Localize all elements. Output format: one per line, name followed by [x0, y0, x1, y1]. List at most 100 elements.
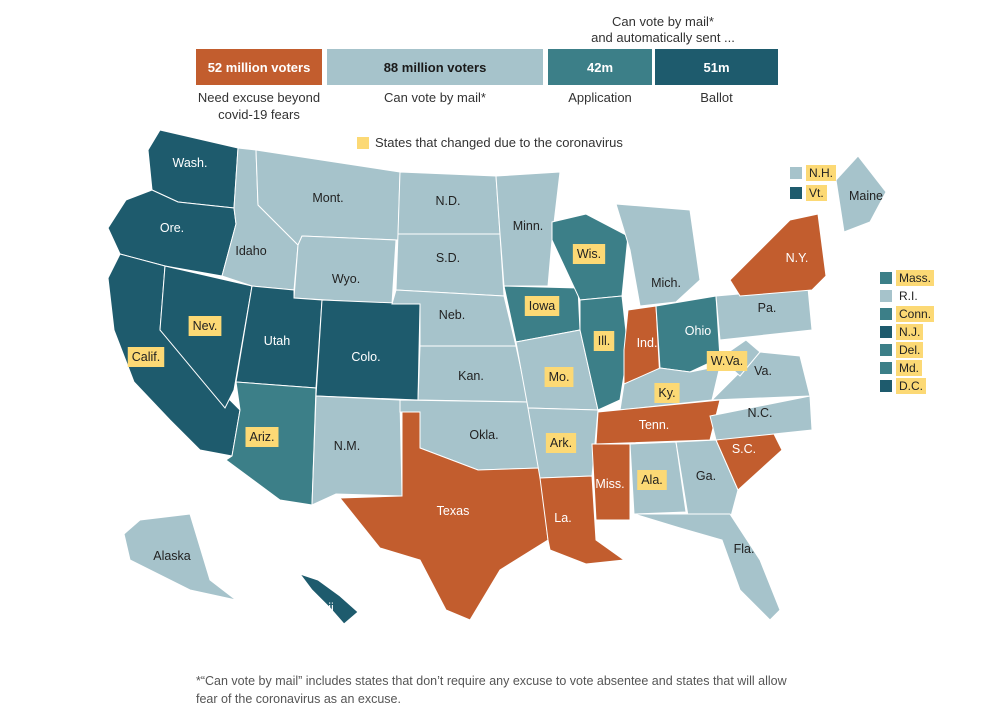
- state-hawaii: [298, 573, 359, 625]
- small-state-swatch-ri: [880, 290, 892, 302]
- changed-box-wva: [706, 351, 748, 371]
- label-ballot: Ballot: [655, 89, 778, 106]
- state-label-wis: Wis.: [577, 247, 601, 261]
- state-label-colo: Colo.: [351, 350, 380, 364]
- state-ill: [579, 295, 629, 411]
- state-label-nc: N.C.: [748, 406, 773, 420]
- state-ohio: [655, 295, 721, 373]
- state-label-ariz: Ariz.: [250, 430, 275, 444]
- state-label-ky: Ky.: [658, 386, 675, 400]
- changed-legend-text: States that changed due to the coronavir…: [375, 135, 623, 150]
- state-ny: [729, 213, 827, 297]
- state-label-fla: Fla.: [734, 542, 755, 556]
- state-nm: [311, 395, 403, 506]
- state-sd: [395, 233, 505, 297]
- changed-box-ky: [654, 383, 680, 403]
- state-label-ill: Ill.: [598, 334, 611, 348]
- state-label-ore: Ore.: [160, 221, 184, 235]
- small-state-swatch-md: [880, 362, 892, 374]
- state-label-texas: Texas: [437, 504, 470, 518]
- small-state-label-conn: Conn.: [896, 306, 935, 322]
- state-label-mo: Mo.: [549, 370, 570, 384]
- changed-box-ariz: [245, 427, 279, 447]
- state-labels: Wash. Ore. Calif. Nev. Idaho Mont. Wyo. Utah Col…: [127, 156, 883, 615]
- state-label-tenn: Tenn.: [639, 418, 670, 432]
- state-label-calif: Calif.: [132, 350, 160, 364]
- small-state-dc: D.C.: [880, 378, 926, 394]
- state-label-idaho: Idaho: [235, 244, 266, 258]
- small-state-label-dc: D.C.: [896, 378, 926, 394]
- state-label-hawaii: Hawaii: [296, 601, 334, 615]
- state-label-pa: Pa.: [758, 301, 777, 315]
- state-label-alaska: Alaska: [153, 549, 191, 563]
- small-state-vt: Vt.: [790, 185, 827, 201]
- bar-ballot-text: 51m: [703, 59, 730, 75]
- state-label-ark: Ark.: [550, 436, 572, 450]
- state-shapes: [107, 129, 887, 625]
- state-label-miss: Miss.: [595, 477, 624, 491]
- label-ballot-line1: Ballot: [700, 90, 733, 105]
- label-excuse: Need excuse beyond covid-19 fears: [186, 89, 332, 123]
- small-state-md: Md.: [880, 360, 923, 376]
- bar-excuse: 52 million voters: [196, 49, 322, 85]
- small-state-label-ri: R.I.: [899, 289, 918, 303]
- state-la: [539, 475, 626, 565]
- small-state-label-mass: Mass.: [896, 270, 935, 286]
- small-state-del: Del.: [880, 342, 924, 358]
- small-state-swatch-del: [880, 344, 892, 356]
- changed-box-nev: [188, 316, 222, 336]
- state-label-minn: Minn.: [513, 219, 544, 233]
- state-maine: [835, 155, 887, 233]
- bar-mail: 88 million voters: [327, 49, 543, 85]
- changed-box-wis: [572, 244, 606, 264]
- bar-excuse-text: 52 million voters: [207, 59, 311, 75]
- changed-box-ark: [545, 433, 577, 453]
- label-application-line1: Application: [568, 90, 632, 105]
- small-state-label-del: Del.: [896, 342, 924, 358]
- state-label-ind: Ind.: [637, 336, 658, 350]
- bar-ballot: 51m: [655, 49, 778, 85]
- header-note-line2: and automatically sent ...: [591, 30, 735, 45]
- changed-box-iowa: [524, 296, 560, 316]
- small-state-mass: Mass.: [880, 270, 935, 286]
- state-nc: [709, 395, 813, 441]
- state-label-okla: Okla.: [469, 428, 498, 442]
- state-label-nd: N.D.: [436, 194, 461, 208]
- state-label-nev: Nev.: [193, 319, 218, 333]
- state-wyo: [293, 235, 397, 305]
- header-note-line1: Can vote by mail*: [612, 14, 714, 29]
- state-label-ohio: Ohio: [685, 324, 711, 338]
- state-label-mich: Mich.: [651, 276, 681, 290]
- bar-mail-text: 88 million voters: [383, 59, 487, 75]
- state-label-iowa: Iowa: [529, 299, 555, 313]
- state-alaska: [123, 513, 237, 601]
- small-state-ri: R.I.: [880, 288, 921, 304]
- state-label-la: La.: [554, 511, 571, 525]
- changed-box-ill: [593, 331, 615, 351]
- state-label-maine: Maine: [849, 189, 883, 203]
- small-state-label-md: Md.: [896, 360, 923, 376]
- small-state-swatch-nj: [880, 326, 892, 338]
- state-ga: [675, 439, 739, 521]
- state-ore: [107, 189, 237, 277]
- state-label-nm: N.M.: [334, 439, 360, 453]
- changed-legend: States that changed due to the coronavir…: [357, 135, 623, 150]
- state-minn: [495, 171, 561, 287]
- label-excuse-line2: covid-19 fears: [218, 107, 300, 122]
- state-label-wyo: Wyo.: [332, 272, 360, 286]
- bar-application-text: 42m: [586, 59, 614, 75]
- state-label-va: Va.: [754, 364, 772, 378]
- state-texas: [338, 411, 549, 621]
- small-state-label-vt: Vt.: [806, 185, 827, 201]
- label-mail-line1: Can vote by mail*: [384, 90, 486, 105]
- changed-box-mo: [544, 367, 574, 387]
- label-excuse-line1: Need excuse beyond: [197, 90, 321, 105]
- state-label-ny: N.Y.: [786, 251, 809, 265]
- small-state-label-nh: N.H.: [806, 165, 836, 181]
- state-label-sc: S.C.: [732, 442, 756, 456]
- small-state-swatch-dc: [880, 380, 892, 392]
- state-mich: [615, 203, 701, 307]
- state-label-wva: W.Va.: [711, 354, 743, 368]
- small-state-nj: N.J.: [880, 324, 924, 340]
